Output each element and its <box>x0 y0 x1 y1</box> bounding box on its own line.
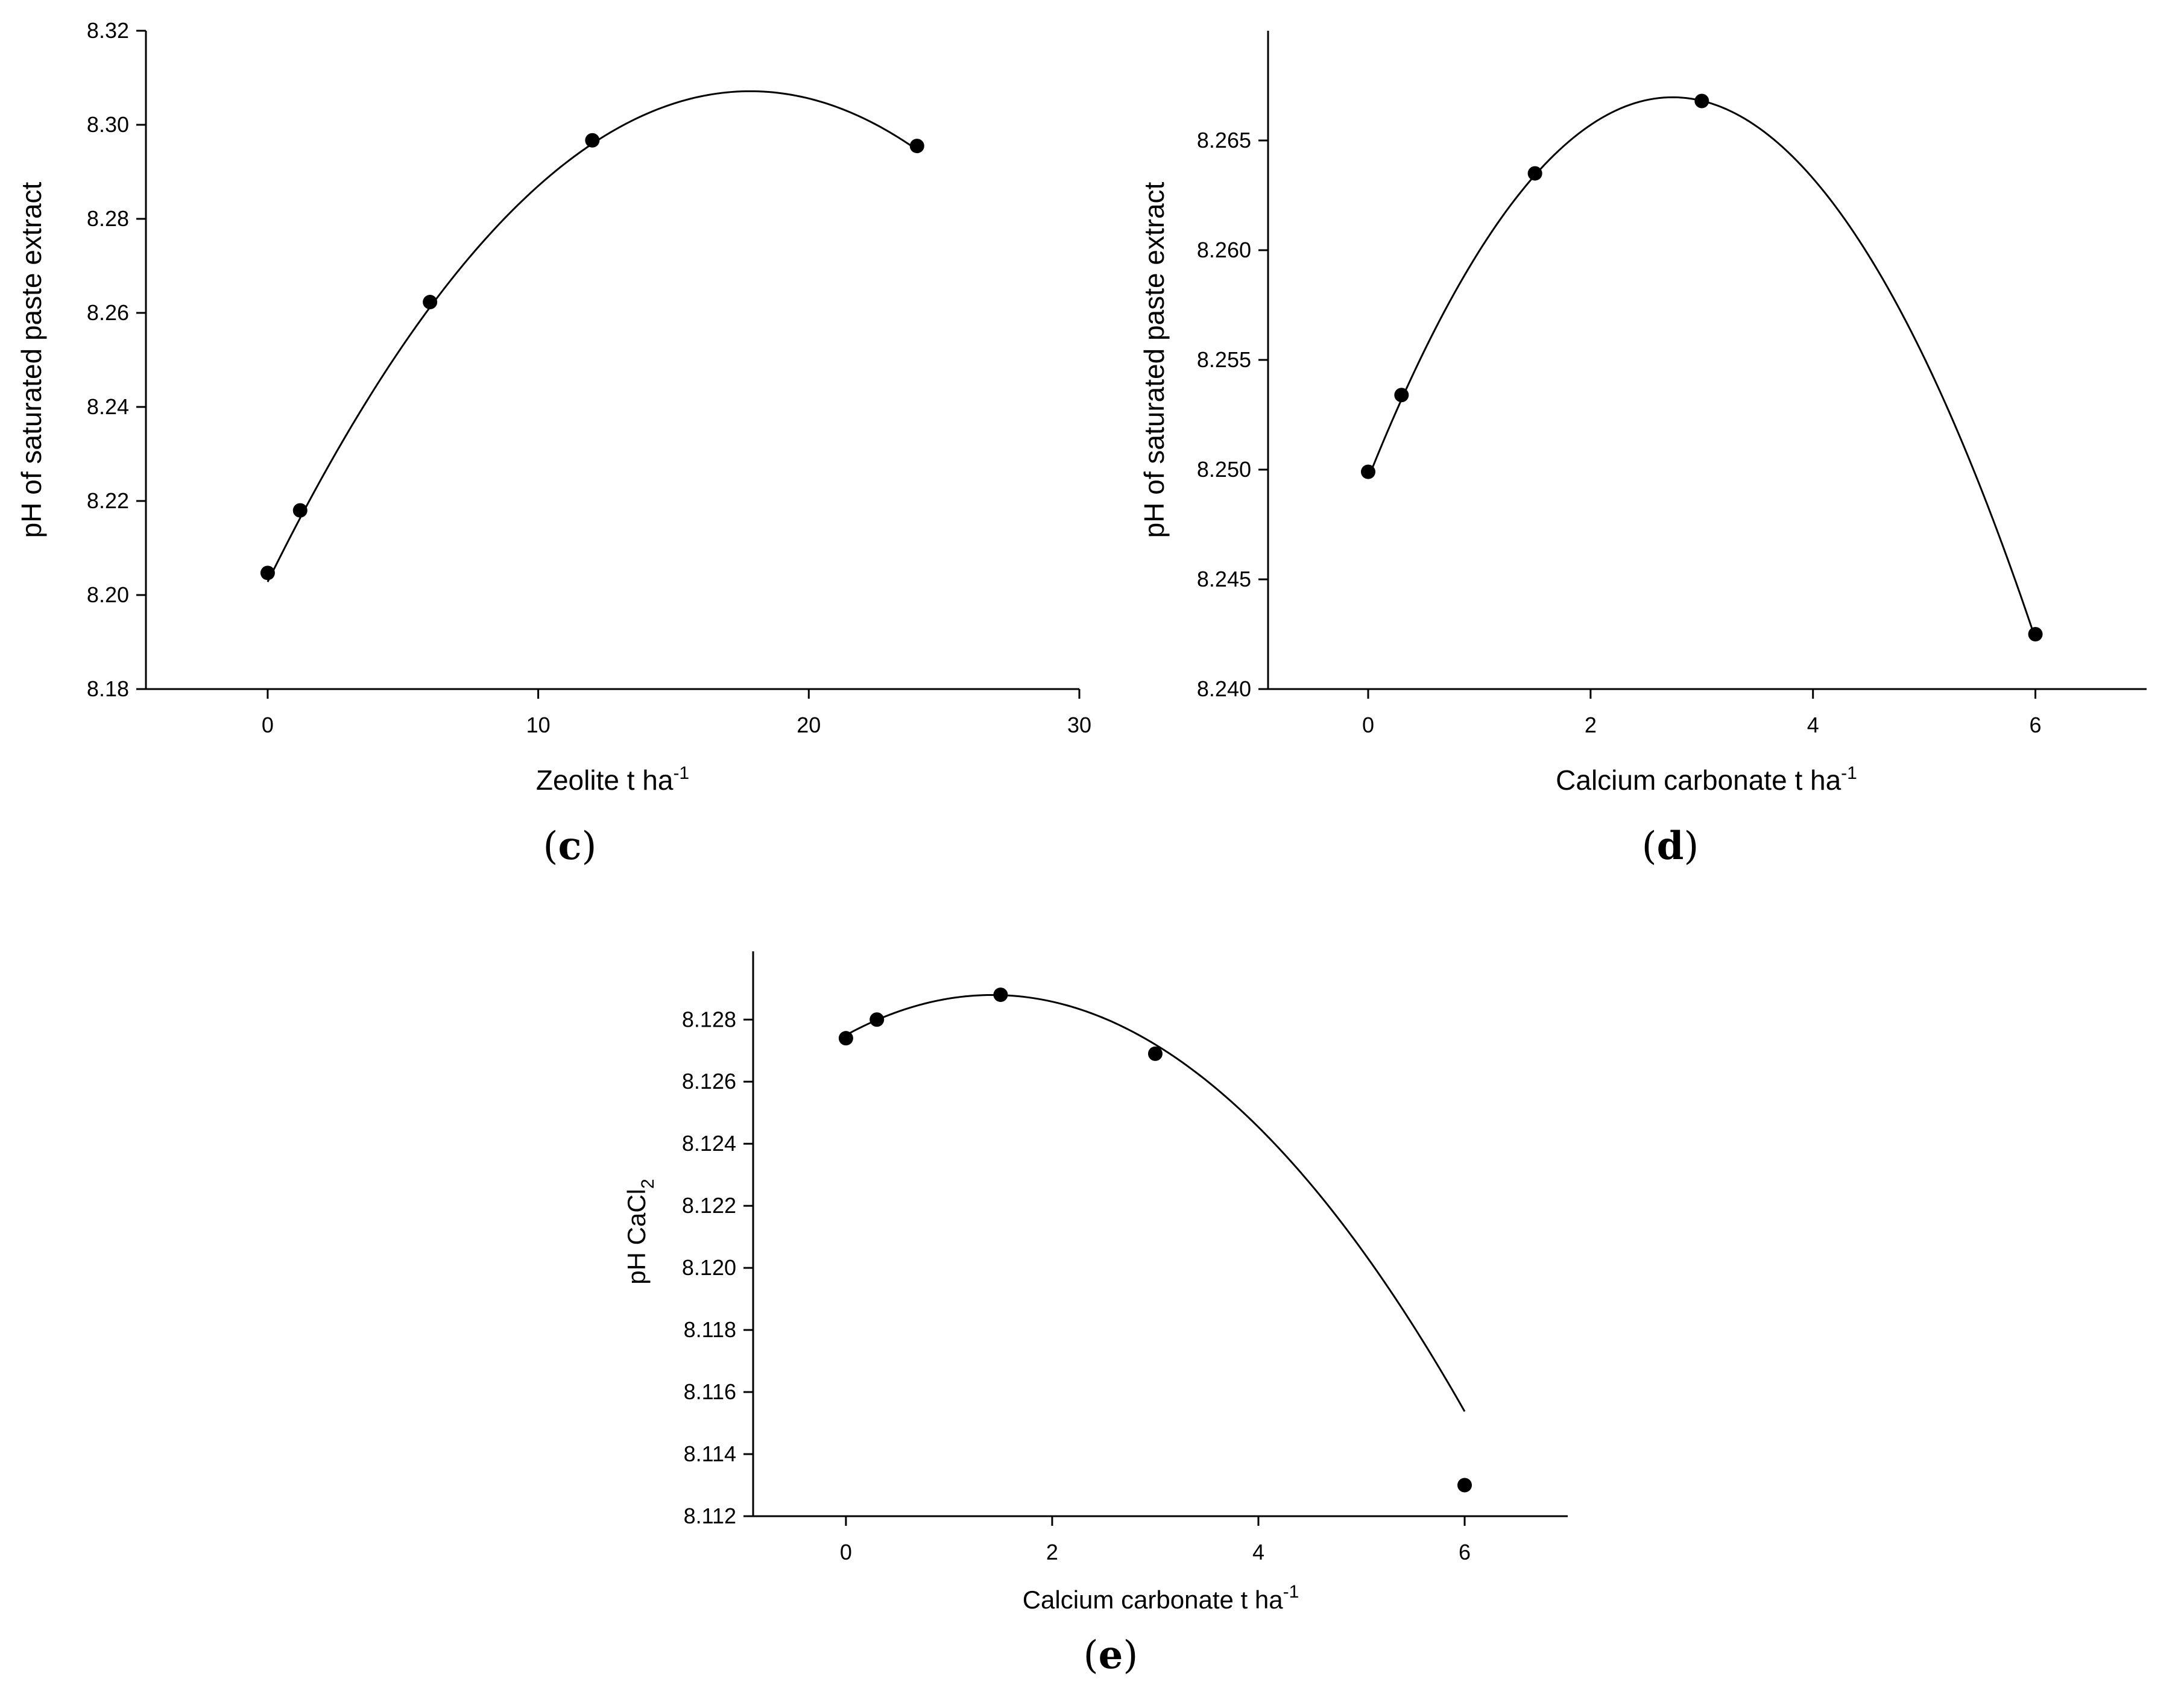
data-point <box>260 565 275 581</box>
data-point <box>1694 93 1709 109</box>
x-tick-label: 0 <box>840 1540 852 1564</box>
data-point <box>1394 388 1409 403</box>
fit-curve <box>845 994 1466 1412</box>
data-point <box>1527 166 1542 181</box>
data-point <box>838 1031 853 1046</box>
fit-curve <box>1367 96 2036 640</box>
y-tick-label: 8.265 <box>1197 128 1251 153</box>
y-tick-label: 8.260 <box>1197 238 1251 262</box>
chart-panel-c: 8.18 8.20 8.22 8.24 8.26 8.28 8.30 8.32 0 10 20 30 Z… <box>16 18 1091 869</box>
y-tick-label: 8.112 <box>684 1504 736 1528</box>
x-tick-label: 0 <box>1362 713 1374 737</box>
data-point <box>993 987 1008 1003</box>
x-tick-label: 20 <box>797 713 821 737</box>
y-axis-label: pH of saturated paste extract <box>1138 181 1170 538</box>
y-tick-label: 8.124 <box>682 1131 736 1156</box>
y-tick-label: 8.245 <box>1197 567 1251 591</box>
y-tick-label: 8.24 <box>87 394 129 419</box>
y-tick-label: 8.120 <box>682 1255 736 1280</box>
y-tick-label: 8.114 <box>684 1441 736 1466</box>
y-tick-label: 8.118 <box>684 1317 736 1342</box>
y-tick-label: 8.20 <box>87 582 129 607</box>
x-tick-label: 30 <box>1067 713 1091 737</box>
y-tick-label: 8.128 <box>682 1007 736 1031</box>
x-tick-label: 4 <box>1807 713 1819 737</box>
y-axis-label: pH of saturated paste extract <box>16 181 47 538</box>
data-point <box>292 503 308 518</box>
x-axis-label: Calcium carbonate t ha-1 <box>1023 1582 1299 1614</box>
y-tick-label: 8.18 <box>87 676 129 701</box>
y-tick-label: 8.30 <box>87 112 129 137</box>
y-tick-label: 8.26 <box>87 300 129 325</box>
x-tick-label: 0 <box>262 713 274 737</box>
x-tick-label: 6 <box>2030 713 2042 737</box>
data-point <box>869 1012 885 1027</box>
y-axis-label: pH CaCl2 <box>622 1179 658 1284</box>
y-tick-label: 8.28 <box>87 206 129 231</box>
panel-label: (d) <box>1642 824 1699 869</box>
data-point <box>585 133 600 148</box>
chart-panel-d: 8.240 8.245 8.250 8.255 8.260 8.265 0 2 4 6 Calciu… <box>1138 31 2147 869</box>
y-tick-label: 8.255 <box>1197 347 1251 372</box>
x-tick-label: 10 <box>526 713 551 737</box>
data-point <box>1457 1478 1472 1493</box>
data-point <box>2028 627 2043 641</box>
panel-label: (c) <box>543 824 597 869</box>
x-tick-label: 4 <box>1252 1540 1264 1564</box>
data-point <box>423 295 438 310</box>
x-tick-label: 2 <box>1046 1540 1058 1564</box>
data-point <box>909 139 924 154</box>
y-tick-label: 8.116 <box>684 1379 736 1404</box>
y-tick-label: 8.32 <box>87 18 129 43</box>
data-point <box>1147 1046 1163 1061</box>
x-axis-label: Calcium carbonate t ha-1 <box>1556 763 1857 796</box>
y-tick-label: 8.240 <box>1197 676 1251 701</box>
x-tick-label: 6 <box>1459 1540 1471 1564</box>
chart-panel-e: 8.112 8.114 8.116 8.118 8.120 8.122 8.124 8.126… <box>622 951 1568 1678</box>
y-tick-label: 8.122 <box>682 1193 736 1218</box>
y-tick-label: 8.22 <box>87 488 129 513</box>
fit-curve <box>267 90 918 582</box>
y-tick-label: 8.126 <box>682 1069 736 1094</box>
x-tick-label: 2 <box>1585 713 1597 737</box>
data-point <box>1360 464 1375 479</box>
x-axis-label: Zeolite t ha-1 <box>536 763 689 796</box>
y-tick-label: 8.250 <box>1197 457 1251 482</box>
panel-label: (e) <box>1084 1633 1138 1678</box>
